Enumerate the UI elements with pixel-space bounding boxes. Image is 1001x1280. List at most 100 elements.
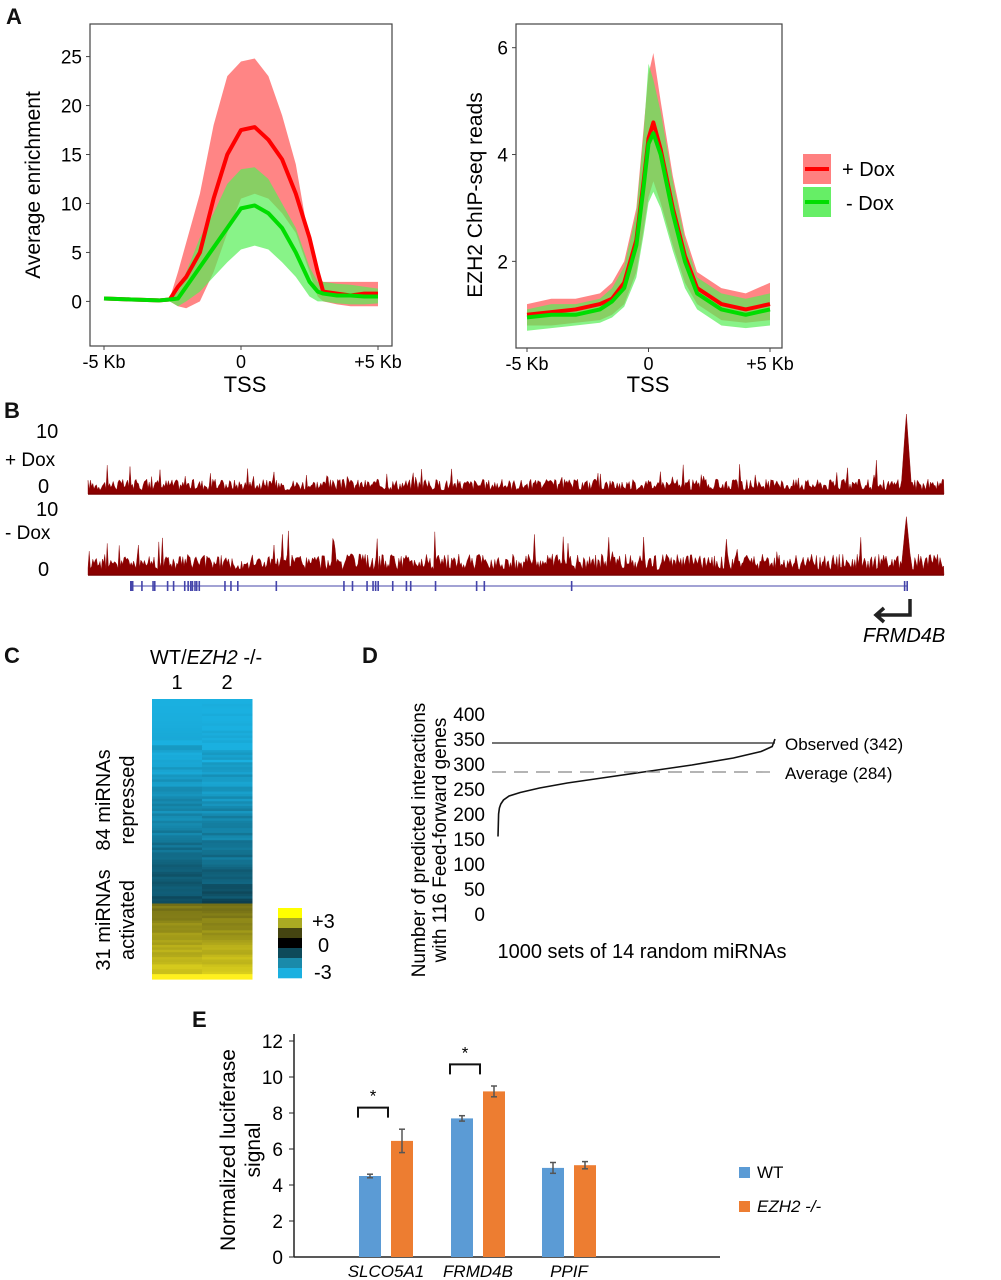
heatmap-cell (152, 820, 203, 824)
bar-ezh2-slco5a1 (391, 1140, 413, 1257)
heatmap-cell (202, 862, 253, 866)
gene-exon (191, 581, 194, 591)
heatmap-cell (202, 876, 253, 880)
heatmap-cell (152, 971, 203, 975)
legend-label-plus-dox: + Dox (842, 159, 895, 181)
heatmap-cell (202, 755, 253, 759)
gene-exon (198, 581, 201, 591)
heatmap-cell (202, 815, 253, 819)
reference-label-average: Average (284) (785, 764, 892, 783)
line-plus-dox (526, 120, 771, 317)
heatmap-cell (152, 896, 203, 900)
heatmap-cell (152, 845, 203, 849)
significance-star: * (370, 1087, 377, 1106)
heatmap-cell (152, 798, 203, 802)
heatmap-cell (202, 927, 253, 931)
heatmap-cell (152, 879, 203, 883)
heatmap-cell (202, 886, 253, 890)
heatmap-cell (152, 735, 203, 739)
chart-a-ezh2: 2 4 6 -5 Kb 0 +5 Kb TSS EZH2 ChIP-seq reads +… (464, 23, 895, 397)
heatmap-cell (202, 752, 253, 756)
heatmap-cell (152, 757, 203, 761)
gene-exon (224, 581, 226, 591)
chart-d-interactions: 0 50 100 150 200 250 300 350 400 Observed (342) A… (409, 703, 903, 978)
heatmap-cell (202, 857, 253, 861)
heatmap-cell (152, 910, 203, 914)
gene-exon (377, 581, 379, 591)
heatmap-cell (152, 925, 203, 929)
heatmap-cell (152, 769, 203, 773)
heatmap-cell (152, 823, 203, 827)
heatmap-cell (152, 740, 203, 744)
heatmap-cell (152, 718, 203, 722)
heatmap-cell (202, 893, 253, 897)
heatmap-cell (152, 842, 203, 846)
y-tick-label: 300 (453, 755, 485, 776)
panel-label-c: C (4, 643, 20, 668)
y-tick-label: 6 (272, 1140, 283, 1161)
heatmap-cell (202, 801, 253, 805)
heatmap-cell (202, 772, 253, 776)
heatmap-cell (152, 699, 203, 703)
heatmap-cell (202, 859, 253, 863)
heatmap-cell (202, 871, 253, 875)
heatmap-cell (202, 852, 253, 856)
ribbon-minus-dox (104, 167, 378, 307)
heatmap-cell (202, 840, 253, 844)
heatmap-cell (202, 813, 253, 817)
heatmap-cell (152, 923, 203, 927)
colorbar-step (278, 938, 302, 949)
heatmap-cell (202, 932, 253, 936)
line-minus-dox (103, 203, 378, 303)
gene-exon (183, 581, 186, 591)
panel-label-e: E (192, 1007, 207, 1032)
heatmap-cell (152, 784, 203, 788)
gene-exon (166, 581, 169, 591)
y-tick-label: 8 (272, 1104, 283, 1125)
heatmap-cell (152, 905, 203, 909)
heatmap-cell (152, 940, 203, 944)
x-axis-label: TSS (224, 372, 267, 397)
heatmap-cell (202, 869, 253, 873)
heatmap-cell (202, 959, 253, 963)
heatmap-cell (202, 737, 253, 741)
legend-swatch-wt (739, 1167, 750, 1178)
heatmap-cell (152, 772, 203, 776)
heatmap-cell (152, 876, 203, 880)
gene-exon (372, 581, 374, 591)
heatmap-cell (152, 859, 203, 863)
heatmap-cell (202, 740, 253, 744)
heatmap-cell (152, 818, 203, 822)
heatmap-cell (152, 716, 203, 720)
heatmap-cell (202, 718, 253, 722)
heatmap-cell (202, 699, 253, 703)
bar-ezh2-frmd4b (483, 1091, 505, 1257)
category-label: PPIF (550, 1262, 589, 1280)
gene-exon (153, 581, 156, 591)
signal-track-plus-dox (87, 414, 945, 495)
heatmap-cell (202, 757, 253, 761)
heatmap-cell (202, 896, 253, 900)
heatmap-cell (152, 815, 203, 819)
heatmap-cell (202, 923, 253, 927)
heatmap-cell (152, 779, 203, 783)
heatmap-cell (202, 845, 253, 849)
heatmap-cell (152, 811, 203, 815)
chart-e-luciferase: 0 2 4 6 8 10 12 SLCO5A1 FRMD4B PPIF * * Normalized… (217, 1032, 822, 1280)
bar-ezh2-ppif (574, 1165, 596, 1257)
heatmap-cell (152, 871, 203, 875)
heatmap-cell (152, 713, 203, 717)
heatmap-cell (152, 937, 203, 941)
heatmap-cell (152, 703, 203, 707)
heatmap-cell (202, 774, 253, 778)
heatmap-cell (152, 957, 203, 961)
heatmap-cell (152, 828, 203, 832)
heatmap-cell (202, 903, 253, 907)
legend-label-ezh2: EZH2 -/- (757, 1197, 822, 1216)
gene-exon (194, 581, 196, 591)
heatmap-cell (202, 957, 253, 961)
heatmap-cell (152, 886, 203, 890)
gene-exon (906, 581, 908, 591)
heatmap-cell (202, 905, 253, 909)
heatmap-cell (202, 940, 253, 944)
